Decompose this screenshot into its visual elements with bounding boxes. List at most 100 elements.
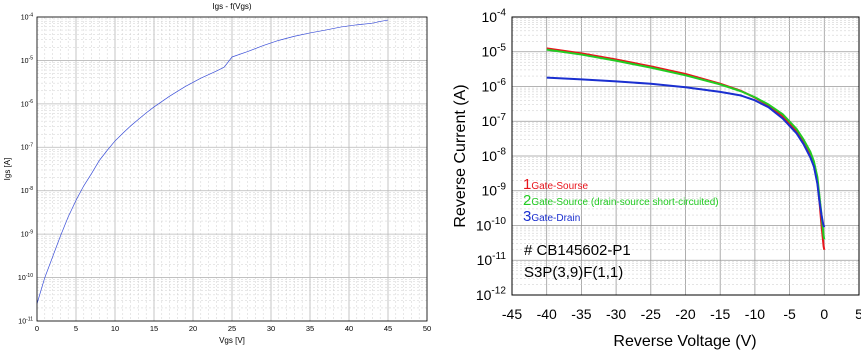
x-tick-label: 5	[74, 324, 78, 333]
y-tick-exponent: -8	[29, 186, 34, 192]
y-tick-base: 10	[21, 58, 29, 65]
left-grid	[36, 16, 428, 322]
left-chart: 0 5 10 15 20 25 30 35 40 45 50 10-1110-1010-910-81…	[3, 2, 431, 345]
y-tick-exponent: -11	[26, 316, 33, 322]
x-tick-label: -20	[675, 306, 695, 322]
x-tick-label: -15	[710, 306, 730, 322]
x-tick-label: -5	[783, 306, 796, 322]
y-tick-base: 10	[21, 232, 29, 239]
right-chart: -45 -40 -35 -30 -25 -20 -15 -10 -5 0 5 10-1210-111…	[452, 8, 861, 350]
y-tick-base: 10	[481, 44, 497, 60]
y-tick-label: 10-10	[18, 273, 33, 282]
y-tick-base: 10	[476, 287, 492, 303]
y-tick-exponent: -6	[29, 99, 34, 105]
y-tick-label: 10-11	[18, 316, 33, 325]
y-tick-base: 10	[18, 275, 26, 282]
structure-annotation: S3P(3,9)F(1,1)	[524, 264, 623, 281]
x-tick-label: 10	[111, 324, 119, 333]
x-tick-label: 50	[423, 324, 431, 333]
right-series	[546, 47, 826, 250]
right-x-ticks: -45 -40 -35 -30 -25 -20 -15 -10 -5 0 5	[502, 306, 861, 322]
y-tick-exponent: -7	[29, 143, 34, 149]
x-tick-label: 25	[228, 324, 236, 333]
y-tick-label: 10-5	[21, 56, 33, 65]
x-tick-label: 35	[306, 324, 314, 333]
y-tick-label: 10-7	[481, 112, 506, 129]
x-tick-label: 0	[820, 306, 828, 322]
legend-number-2: 2	[523, 192, 531, 209]
y-tick-exponent: -12	[491, 286, 506, 297]
series-line-1	[36, 19, 389, 304]
y-tick-base: 10	[476, 217, 492, 233]
y-tick-label: 10-8	[481, 147, 506, 164]
y-tick-exponent: -5	[497, 42, 506, 53]
legend-label-3: Gate-Drain	[531, 213, 580, 224]
left-series	[36, 19, 389, 304]
x-tick-label: -45	[502, 306, 522, 322]
y-tick-label: 10-9	[481, 181, 506, 198]
y-tick-base: 10	[481, 113, 497, 129]
y-tick-base: 10	[21, 101, 29, 108]
x-tick-label: 0	[35, 324, 39, 333]
y-tick-base: 10	[18, 318, 26, 325]
y-tick-base: 10	[481, 183, 497, 199]
y-tick-exponent: -11	[492, 251, 506, 262]
x-tick-label: -40	[537, 306, 557, 322]
x-tick-label: 45	[384, 324, 392, 333]
left-x-ticks: 0 5 10 15 20 25 30 35 40 45 50	[35, 324, 431, 333]
x-tick-label: 20	[189, 324, 197, 333]
y-tick-base: 10	[481, 148, 497, 164]
x-tick-label: -25	[641, 306, 661, 322]
y-tick-exponent: -4	[497, 8, 506, 19]
y-tick-exponent: -6	[497, 77, 506, 88]
x-tick-label: 30	[267, 324, 275, 333]
right-y-axis-label: Reverse Current (A)	[452, 84, 469, 227]
y-tick-base: 10	[21, 14, 29, 21]
x-tick-label: 40	[345, 324, 353, 333]
left-plot-frame	[36, 16, 428, 322]
legend-label-2: Gate-Source (drain-source short-circuite…	[531, 197, 718, 208]
y-tick-exponent: -8	[497, 147, 506, 158]
legend-number-3: 3	[523, 208, 531, 225]
legend-label-1: Gate-Sourse	[531, 181, 588, 192]
y-tick-exponent: -9	[497, 181, 506, 192]
y-tick-label: 10-6	[481, 77, 506, 94]
series-line-3	[546, 76, 826, 228]
y-tick-label: 10-8	[21, 186, 33, 195]
sample-id-annotation: # CB145602-P1	[524, 242, 631, 259]
y-tick-label: 10-6	[21, 99, 33, 108]
legend-item-2: 2Gate-Source (drain-source short-circuit…	[523, 192, 719, 209]
y-tick-exponent: -5	[29, 56, 34, 62]
x-tick-label: -35	[571, 306, 591, 322]
y-tick-exponent: -4	[29, 12, 34, 18]
legend-item-1: 1Gate-Sourse	[523, 176, 588, 193]
y-tick-exponent: -10	[26, 273, 33, 279]
left-y-axis-label: Igs [A]	[3, 158, 12, 181]
legend-number-1: 1	[523, 176, 531, 193]
right-x-axis-label: Reverse Voltage (V)	[613, 333, 756, 350]
x-tick-label: 15	[150, 324, 158, 333]
x-tick-label: -10	[745, 306, 765, 322]
y-tick-exponent: -10	[491, 216, 506, 227]
y-tick-base: 10	[477, 252, 493, 268]
y-tick-exponent: -7	[497, 112, 506, 123]
y-tick-label: 10-4	[481, 8, 506, 25]
y-tick-base: 10	[21, 188, 29, 195]
legend: 1Gate-Sourse 2Gate-Source (drain-source …	[523, 176, 719, 225]
y-tick-label: 10-4	[21, 12, 33, 21]
x-tick-label: -30	[606, 306, 626, 322]
y-tick-label: 10-12	[476, 286, 507, 303]
y-tick-base: 10	[21, 145, 29, 152]
y-tick-base: 10	[481, 9, 497, 25]
legend-item-3: 3Gate-Drain	[523, 208, 580, 225]
y-tick-base: 10	[481, 78, 497, 94]
y-tick-label: 10-11	[477, 251, 507, 268]
y-tick-label: 10-9	[21, 229, 33, 238]
right-plot-frame	[511, 16, 860, 296]
left-x-axis-label: Vgs [V]	[219, 336, 245, 345]
y-tick-label: 10-7	[21, 143, 33, 152]
y-tick-label: 10-10	[476, 216, 507, 233]
